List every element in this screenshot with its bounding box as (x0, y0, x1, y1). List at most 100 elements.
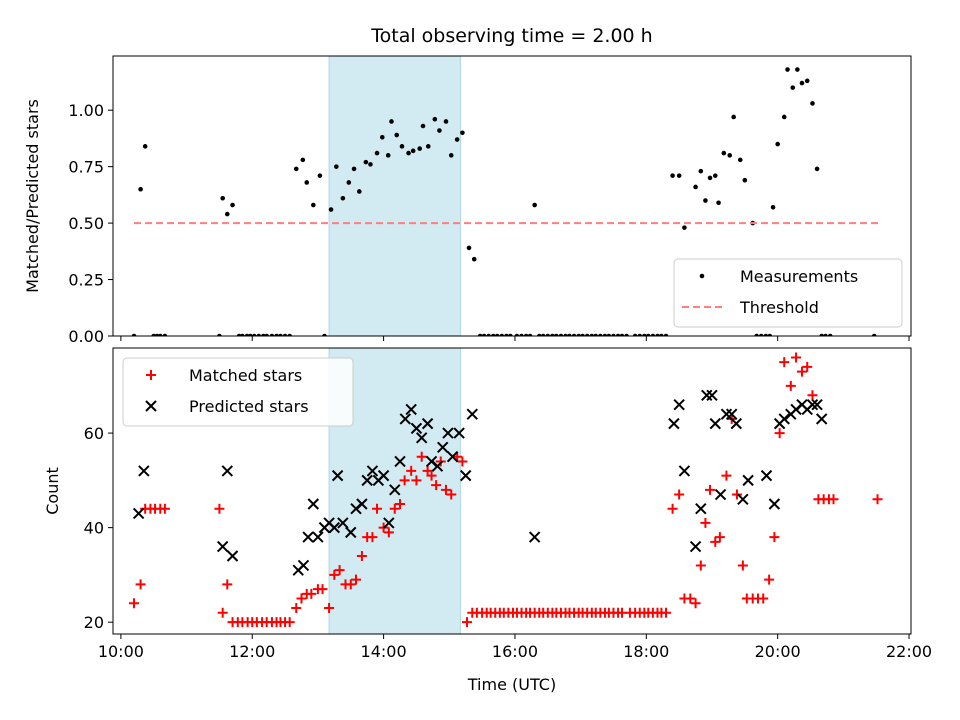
bottom-point-0-130 (828, 494, 839, 505)
x-tick-label-3: 16:00 (492, 642, 538, 661)
top-point-0-33 (346, 180, 352, 185)
top-point-0-98 (663, 333, 669, 336)
bottom-point-1-50 (730, 417, 743, 430)
top-point-0-6 (162, 333, 168, 336)
top-point-0-70 (536, 333, 542, 336)
top-point-0-127 (814, 166, 820, 172)
top-point-0-91 (632, 333, 638, 336)
bottom-point-1-36 (459, 469, 472, 482)
top-point-0-74 (554, 333, 559, 336)
bottom-point-1-8 (307, 498, 320, 510)
top-legend-label-0: Measurements (740, 267, 858, 286)
top-point-0-26 (304, 180, 310, 185)
bottom-point-0-35 (356, 551, 367, 561)
top-point-0-14 (247, 333, 253, 336)
top-point-0-12 (240, 333, 245, 336)
bottom-point-1-48 (720, 408, 733, 420)
top-point-0-19 (269, 333, 275, 336)
top-point-0-10 (230, 202, 235, 208)
bottom-point-0-103 (685, 593, 696, 604)
top-point-0-32 (340, 195, 346, 201)
bottom-point-0-40 (383, 527, 394, 538)
top-point-0-29 (322, 333, 327, 336)
bottom-point-0-41 (389, 503, 400, 514)
top-legend-marker-0 (699, 273, 705, 279)
top-point-0-15 (251, 333, 257, 336)
top-point-0-80 (580, 333, 585, 336)
bottom-point-1-23 (389, 484, 401, 496)
bottom-point-0-107 (705, 484, 716, 495)
top-point-0-104 (703, 198, 708, 203)
bottom-panel: 10:00 12:00 14:00 16:00 18:00 20:00 22:00 20 40 6… (43, 347, 932, 694)
top-point-0-90 (624, 333, 629, 336)
bottom-legend-label-0: Matched stars (189, 366, 302, 385)
top-point-0-58 (481, 333, 487, 336)
top-point-0-116 (763, 333, 769, 336)
bottom-point-0-51 (440, 484, 451, 495)
top-point-0-96 (655, 333, 660, 336)
x-tick-label-2: 14:00 (361, 642, 407, 661)
bottom-point-0-0 (129, 598, 140, 609)
bottom-point-1-44 (701, 389, 713, 401)
bottom-point-0-46 (416, 451, 427, 462)
bottom-point-1-39 (668, 417, 680, 430)
bottom-point-0-6 (159, 503, 170, 514)
bottom-point-1-62 (811, 399, 823, 411)
x-tick-label-1: 12:00 (229, 642, 275, 661)
bottom-point-0-112 (731, 489, 742, 500)
top-legend: Measurements Threshold (673, 258, 903, 328)
top-point-0-30 (328, 207, 334, 212)
top-point-0-46 (417, 146, 423, 151)
top-point-0-93 (642, 333, 647, 336)
bottom-point-0-121 (779, 357, 790, 368)
bottom-point-1-2 (216, 540, 229, 553)
top-point-0-128 (819, 333, 824, 336)
top-point-0-78 (571, 333, 577, 336)
bottom-legend-label-1: Predicted stars (189, 397, 309, 416)
bottom-point-1-46 (709, 417, 721, 430)
bottom-point-1-34 (446, 451, 459, 463)
top-point-0-118 (770, 204, 776, 210)
bottom-point-0-123 (791, 352, 802, 363)
bottom-point-0-30 (329, 569, 340, 580)
top-point-0-126 (810, 101, 815, 106)
top-point-0-39 (379, 134, 385, 140)
bottom-point-0-34 (351, 574, 362, 585)
bottom-point-1-49 (725, 408, 738, 420)
top-point-0-102 (693, 184, 698, 190)
bottom-point-1-54 (768, 498, 781, 510)
top-point-0-41 (389, 119, 394, 124)
top-point-0-62 (499, 333, 505, 336)
top-point-0-109 (727, 153, 733, 158)
top-point-0-123 (795, 67, 800, 72)
top-point-0-57 (477, 333, 483, 336)
bottom-point-1-51 (737, 493, 749, 505)
top-point-0-69 (532, 202, 537, 208)
bottom-axes-frame (112, 347, 912, 635)
top-legend-box (673, 258, 903, 328)
top-point-0-0 (131, 333, 137, 336)
top-legend-label-1: Threshold (739, 298, 819, 317)
bottom-point-1-6 (297, 559, 310, 572)
bottom-point-0-49 (431, 480, 442, 491)
top-point-0-55 (466, 245, 472, 251)
bottom-point-1-29 (421, 417, 434, 430)
bottom-point-0-99 (661, 607, 672, 618)
top-point-0-45 (410, 148, 416, 154)
top-point-0-100 (676, 173, 682, 178)
bottom-legend-box (122, 357, 354, 427)
bottom-point-0-118 (764, 574, 775, 585)
top-point-0-117 (767, 333, 773, 336)
x-tick-label-0: 10:00 (98, 642, 144, 661)
bottom-point-0-9 (222, 579, 233, 590)
top-point-0-9 (224, 211, 230, 217)
top-point-0-101 (682, 225, 687, 230)
bottom-point-0-108 (710, 536, 721, 547)
bottom-point-1-28 (415, 432, 428, 444)
top-point-0-85 (602, 333, 608, 336)
bottom-point-0-22 (284, 617, 295, 628)
top-point-0-87 (611, 333, 616, 336)
top-point-0-121 (785, 67, 790, 72)
top-point-0-119 (775, 141, 780, 147)
